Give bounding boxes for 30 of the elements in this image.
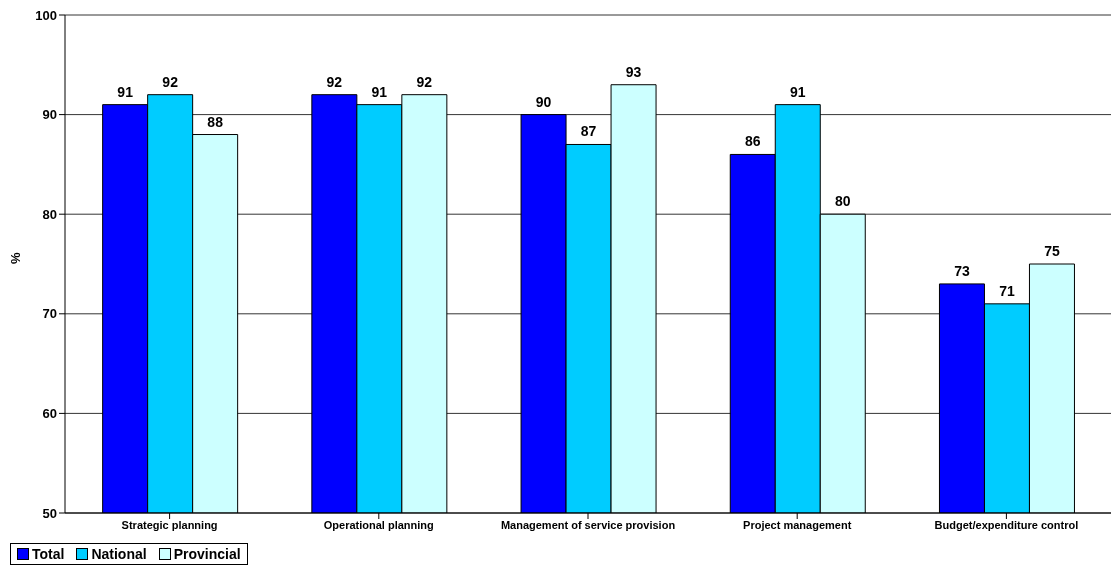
data-label: 73 bbox=[954, 262, 970, 279]
data-label: 92 bbox=[162, 73, 179, 90]
legend-label: Provincial bbox=[172, 546, 241, 562]
data-label: 71 bbox=[999, 282, 1015, 299]
data-label: 75 bbox=[1044, 243, 1060, 259]
y-axis-title: % bbox=[7, 252, 23, 264]
y-tick-label: 50 bbox=[42, 505, 57, 521]
legend-label: Total bbox=[31, 546, 65, 562]
data-label: 91 bbox=[117, 83, 134, 100]
data-label: 90 bbox=[535, 93, 552, 110]
x-tick-label: Management of service provision bbox=[500, 518, 676, 531]
y-tick-label: 100 bbox=[35, 7, 57, 23]
data-label: 91 bbox=[371, 83, 388, 100]
legend-label: National bbox=[90, 546, 147, 562]
data-label: 87 bbox=[580, 123, 597, 140]
data-label: 80 bbox=[834, 193, 851, 210]
data-label: 92 bbox=[326, 73, 343, 90]
x-tick-label: Project management bbox=[743, 518, 852, 531]
data-label: 91 bbox=[789, 83, 806, 100]
data-label: 88 bbox=[207, 113, 224, 130]
x-tick-label: Strategic planning bbox=[121, 518, 218, 531]
data-label: 92 bbox=[416, 73, 433, 90]
x-tick-label: Budget/expenditure control bbox=[934, 518, 1079, 531]
data-label: 86 bbox=[744, 133, 761, 150]
y-tick-label: 80 bbox=[42, 206, 57, 222]
y-tick-label: 90 bbox=[42, 107, 57, 123]
y-tick-label: 70 bbox=[42, 306, 57, 322]
data-label: 93 bbox=[625, 63, 642, 80]
x-tick-label: Operational planning bbox=[323, 518, 434, 531]
y-tick-label: 60 bbox=[42, 406, 57, 422]
